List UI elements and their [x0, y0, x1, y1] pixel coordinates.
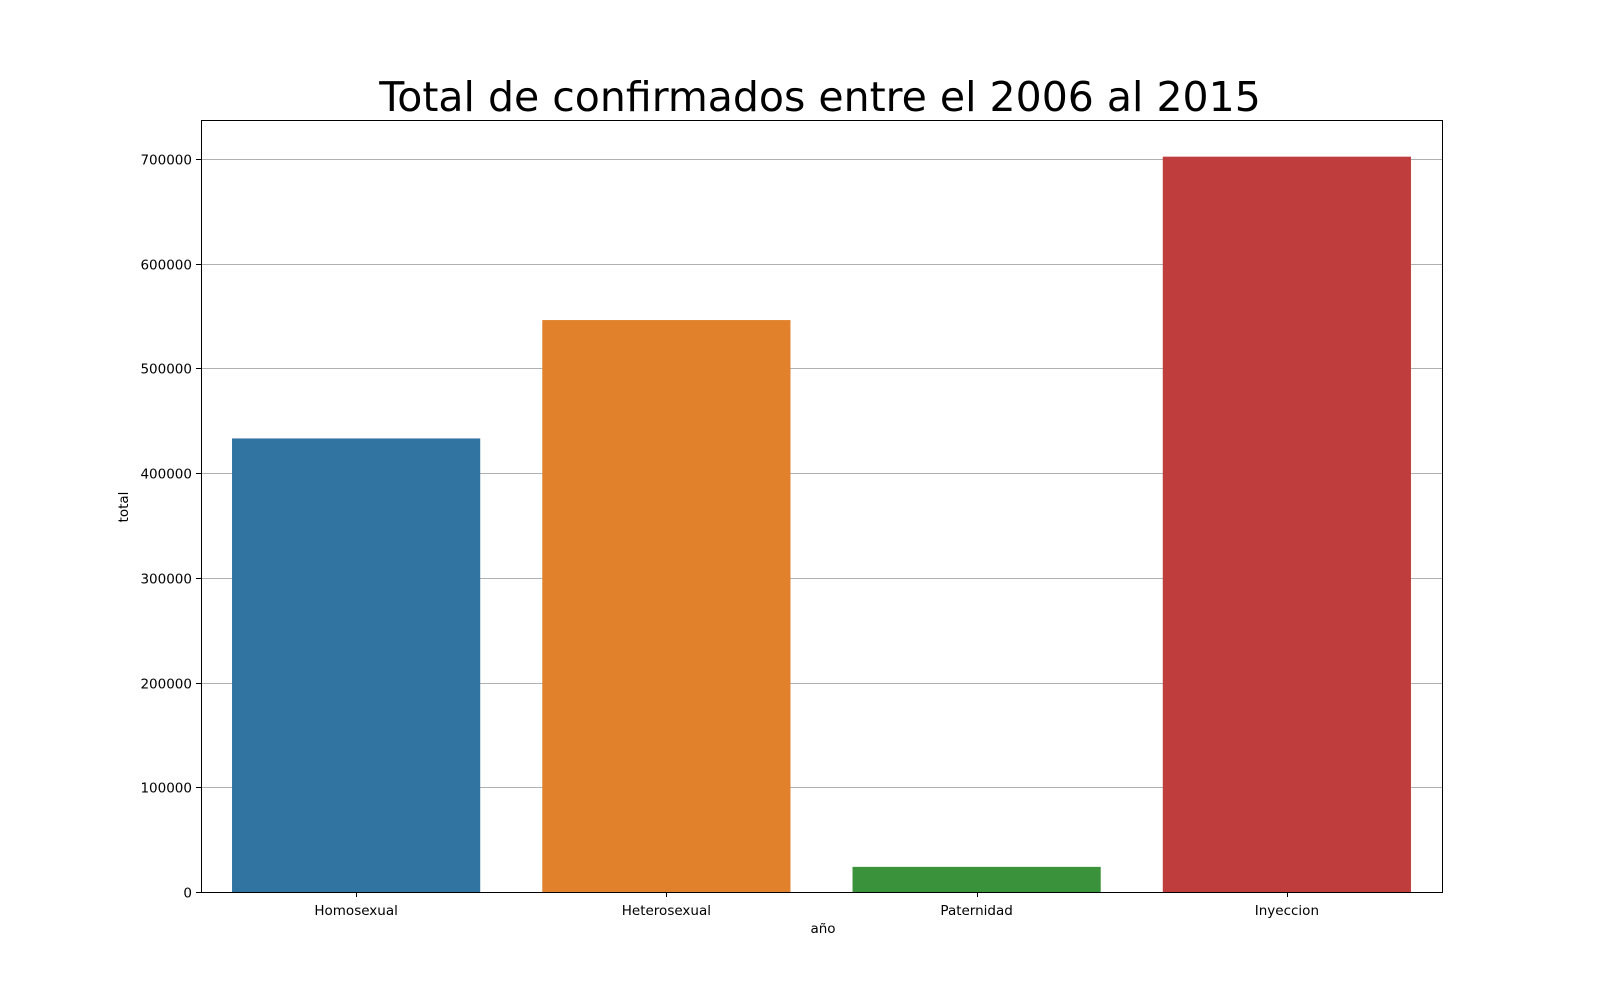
y-tick-label: 700000 [140, 153, 192, 169]
y-tick-label: 100000 [140, 781, 192, 797]
bar-homosexual [232, 438, 481, 892]
x-tick-label: Homosexual [314, 903, 398, 919]
x-axis-label: año [810, 921, 835, 937]
y-tick-label: 500000 [140, 362, 192, 378]
y-tick-label: 600000 [140, 258, 192, 274]
y-axis: 0 100000 200000 300000 400000 500000 600000 700… [140, 153, 201, 902]
x-tick-label: Paternidad [940, 903, 1012, 919]
y-tick-label: 0 [183, 886, 192, 902]
y-tick-label: 200000 [140, 677, 192, 693]
bars [232, 156, 1411, 893]
chart-title: Total de confirmados entre el 2006 al 20… [378, 73, 1261, 121]
y-axis-label: total [116, 492, 132, 523]
bar-inyeccion [1162, 156, 1411, 893]
bar-paternidad [852, 866, 1101, 892]
x-tick-label: Heterosexual [622, 903, 711, 919]
x-tick-label: Inyeccion [1255, 903, 1319, 919]
x-axis: Homosexual Heterosexual Paternidad Inyeccio… [314, 892, 1319, 919]
y-tick-label: 300000 [140, 572, 192, 588]
bar-heterosexual [542, 320, 791, 892]
y-tick-label: 400000 [140, 467, 192, 483]
plot-area-frame [201, 120, 1443, 893]
